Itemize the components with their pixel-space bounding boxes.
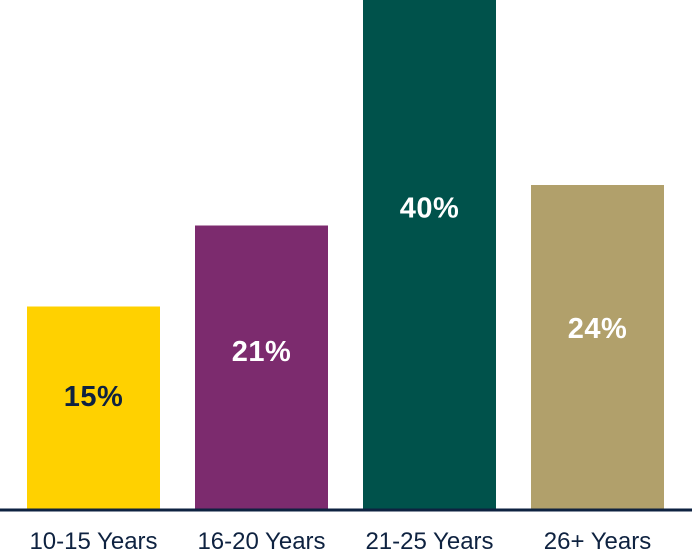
bar-4 [531,185,664,509]
bar-value-label-4: 24% [568,313,628,345]
x-tick-label-3: 21-25 Years [365,528,493,555]
x-tick-label-1: 10-15 Years [29,528,157,555]
x-tick-label-2: 16-20 Years [197,528,325,555]
x-tick-label-4: 26+ Years [544,528,651,555]
data-labels-group: 15% 21% 40% 24% [64,193,628,413]
bar-value-label-1: 15% [64,381,124,413]
bar-1 [27,306,160,509]
bars-group [27,0,664,509]
bar-3 [363,0,496,509]
x-tick-labels-group: 10-15 Years 16-20 Years 21-25 Years 26+ Yea… [29,528,651,555]
bar-2 [195,225,328,509]
bar-value-label-2: 21% [232,336,292,368]
bar-value-label-3: 40% [400,193,460,225]
